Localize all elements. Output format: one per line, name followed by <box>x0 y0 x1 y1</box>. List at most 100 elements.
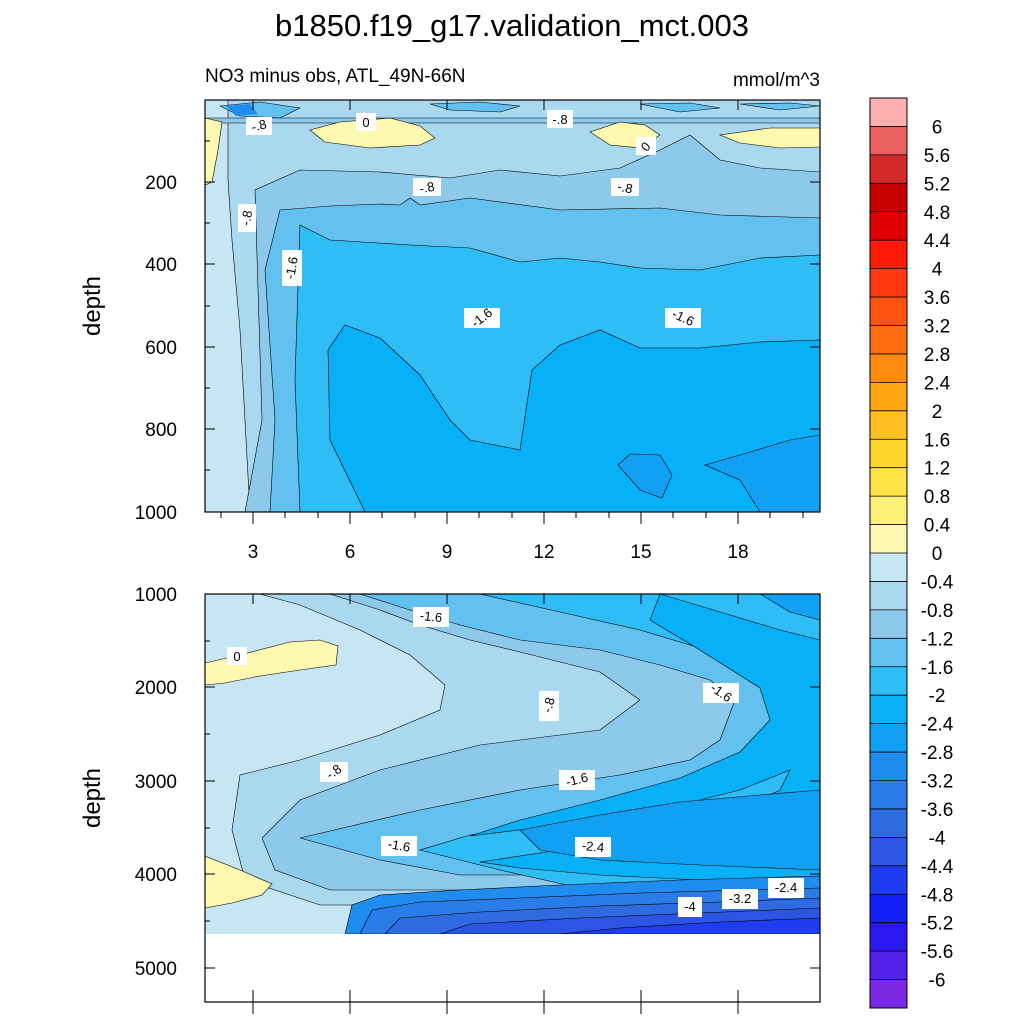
lower-clabel-8: -2.4 <box>581 838 605 855</box>
xtick-12: 12 <box>533 542 554 563</box>
colorbar-swatch <box>870 865 907 895</box>
colorbar-swatch <box>870 410 907 440</box>
lower-clabel-10: -3.2 <box>729 891 751 906</box>
lower-frame <box>204 593 821 1003</box>
upper-contour-labels: -.8 0 -.8 0 -.8 -.8 -.8 -1.6 -1.6 -1.6 <box>238 110 701 330</box>
lower-ytick-1000: 1000 <box>135 585 177 606</box>
colorbar-label: 6 <box>932 117 943 138</box>
colorbar-swatch <box>870 126 907 156</box>
colorbar-label: 2.8 <box>924 345 950 366</box>
colorbar-label: 4 <box>932 260 943 281</box>
upper-clabel-8: -1.6 <box>282 256 301 281</box>
colorbar-label: 5.6 <box>924 146 950 167</box>
lower-ytick-4000: 4000 <box>135 865 177 886</box>
upper-y-axis <box>205 140 820 471</box>
colorbar-label: 5.2 <box>924 174 950 195</box>
colorbar-swatch <box>870 439 907 468</box>
upper-clabel-1: -.8 <box>250 116 268 134</box>
colorbar-label: -4.4 <box>921 857 954 878</box>
xtick-6: 6 <box>345 542 356 563</box>
colorbar-swatch <box>870 154 907 184</box>
colorbar-label: -3.2 <box>921 772 954 793</box>
colorbar-label: -0.8 <box>921 601 954 622</box>
colorbar-label: -5.2 <box>921 914 954 935</box>
units-label: mmol/m^3 <box>733 70 820 91</box>
chart-title: b1850.f19_g17.validation_mct.003 <box>275 8 749 43</box>
colorbar-swatch <box>870 780 907 810</box>
lower-ytick-3000: 3000 <box>135 772 177 793</box>
colorbar-label: -2 <box>929 686 946 707</box>
upper-positive-blob-1 <box>205 117 223 186</box>
upper-panel: -.8 0 -.8 0 -.8 -.8 -.8 -1.6 -1.6 -1.6 <box>79 99 821 563</box>
lower-x-axis <box>252 594 739 1014</box>
colorbar-label: -1.6 <box>921 658 954 679</box>
colorbar-label: -2.4 <box>921 715 954 736</box>
upper-ytick-800: 800 <box>145 420 177 441</box>
lower-contour-field <box>205 594 820 934</box>
colorbar-label: -5.6 <box>921 942 954 963</box>
colorbar-label: 3.6 <box>924 288 950 309</box>
colorbar-label: 2 <box>932 402 943 423</box>
colorbar-label: 0.8 <box>924 487 950 508</box>
colorbar-swatch <box>870 496 907 525</box>
colorbar-swatch <box>870 297 907 326</box>
lower-missing-region <box>205 934 820 1002</box>
lower-clabel-5: -.8 <box>323 761 344 782</box>
colorbar-swatch <box>870 922 907 952</box>
colorbar-swatch <box>870 183 907 213</box>
colorbar-swatch <box>870 467 907 497</box>
colorbar-swatch <box>870 211 907 241</box>
upper-ytick-200: 200 <box>145 173 177 194</box>
colorbar-label: 1.2 <box>924 459 950 480</box>
colorbar-label: -4.8 <box>921 885 954 906</box>
colorbar-label: -1.2 <box>921 629 954 650</box>
colorbar-swatch <box>870 268 907 298</box>
colorbar-swatch <box>870 951 907 980</box>
upper-ytick-600: 600 <box>145 338 177 359</box>
colorbar-label: 4.8 <box>924 203 950 224</box>
colorbar-swatch <box>870 98 907 127</box>
lower-positive-blob-1 <box>205 639 339 686</box>
colorbar-swatch <box>870 638 907 668</box>
xtick-18: 18 <box>727 542 748 563</box>
colorbar-label: -6 <box>929 971 946 992</box>
colorbar-swatch <box>870 723 907 753</box>
colorbar-label: -4 <box>929 828 946 849</box>
upper-positive-blob-4 <box>718 127 820 149</box>
lower-panel: -1.6 0 -.8 -1.6 -.8 -1.6 -1.6 -2.4 -2.4 … <box>79 585 821 1014</box>
upper-surface-spot <box>226 104 258 116</box>
upper-clabel-2: 0 <box>362 115 369 130</box>
colorbar-swatch <box>870 353 907 383</box>
colorbar-swatch <box>870 752 907 781</box>
lower-clabel-2: 0 <box>233 649 240 664</box>
colorbar-swatch <box>870 666 907 696</box>
colorbar-label: 0 <box>932 544 943 565</box>
colorbar-label: 3.2 <box>924 317 950 338</box>
colorbar-swatch <box>870 382 907 412</box>
colorbar-label: 0.4 <box>924 516 951 537</box>
colorbar-label: -3.6 <box>921 800 954 821</box>
lower-contour-labels: -1.6 0 -.8 -1.6 -.8 -1.6 -1.6 -2.4 -2.4 … <box>227 607 804 917</box>
colorbar-label: 4.4 <box>924 231 951 252</box>
colorbar-label: -0.4 <box>921 572 954 593</box>
upper-clabel-5: -.8 <box>418 179 436 196</box>
lower-ytick-5000: 5000 <box>135 959 177 980</box>
upper-clabel-7: -.8 <box>238 209 255 227</box>
colorbar-swatch <box>870 325 907 355</box>
upper-ylabel: depth <box>79 276 106 336</box>
lower-positive-blob-2 <box>205 855 273 909</box>
upper-clabel-6: -.8 <box>616 179 634 197</box>
lower-clabel-6: -1.6 <box>564 770 589 790</box>
lower-clabel-11: -4 <box>684 899 696 914</box>
variable-label: NO3 minus obs, ATL_49N-66N <box>205 66 466 87</box>
upper-x-axis <box>220 100 804 524</box>
colorbar-swatch <box>870 553 907 582</box>
lower-clabel-3: -.8 <box>539 696 557 715</box>
colorbar-swatch <box>870 581 907 611</box>
xtick-15: 15 <box>630 542 651 563</box>
lower-bottom-band-5 <box>559 917 820 934</box>
colorbar-label: -2.8 <box>921 743 954 764</box>
colorbar-swatch <box>870 609 907 639</box>
colorbar-swatch <box>870 808 907 838</box>
